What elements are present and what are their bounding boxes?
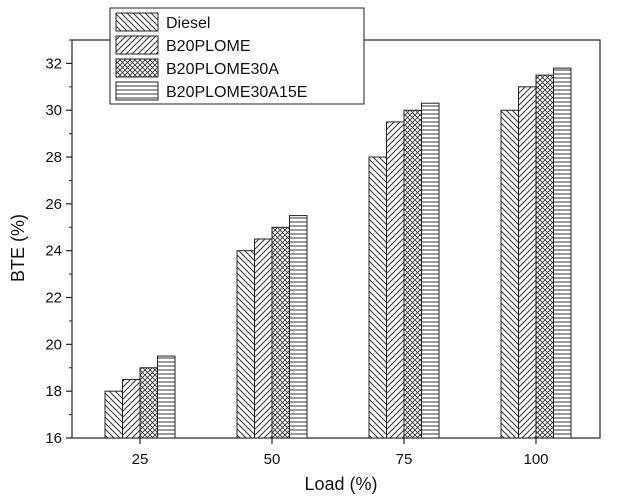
bar-b20plome30a15e-100	[553, 67, 572, 439]
bar-b20plome30a-75	[403, 109, 422, 439]
legend-label-b20plome30a: B20PLOME30A	[166, 61, 279, 78]
legend-swatch-b20plome30a15e	[115, 81, 159, 101]
y-tick-label: 22	[45, 290, 62, 307]
y-tick-label: 24	[45, 243, 62, 260]
bar-diesel-75	[368, 156, 387, 439]
y-tick-label: 30	[45, 102, 62, 119]
x-tick-label: 75	[396, 451, 413, 468]
axes-group: 16 18 20 22 24 26 28 30 32 25 50 75 100	[45, 39, 549, 468]
bar-diesel-25	[104, 390, 123, 439]
legend-swatch-diesel	[115, 12, 159, 32]
legend-swatch-b20plome	[115, 35, 159, 55]
bar-b20plome-25	[122, 378, 141, 439]
y-tick-label: 18	[45, 383, 62, 400]
x-axis-label: Load (%)	[304, 474, 377, 494]
x-tick-label: 25	[132, 451, 149, 468]
bar-diesel-50	[236, 250, 255, 439]
bar-b20plome-100	[518, 86, 537, 439]
bar-b20plome30a-100	[535, 74, 554, 439]
y-tick-label: 28	[45, 149, 62, 166]
legend-label-b20plome: B20PLOME	[166, 38, 250, 55]
y-tick-label: 32	[45, 55, 62, 72]
y-tick-label: 20	[45, 336, 62, 353]
legend-label-diesel: Diesel	[166, 15, 210, 32]
bar-b20plome-75	[386, 121, 405, 439]
bar-diesel-100	[500, 109, 519, 439]
bar-b20plome-50	[254, 238, 273, 439]
bar-b20plome30a15e-25	[157, 355, 176, 439]
bar-b20plome30a-50	[271, 226, 290, 439]
bars-group	[104, 67, 572, 439]
legend: Diesel B20PLOME B20PLOME30A B20PLOME30A15E	[109, 7, 365, 105]
y-axis-label: BTE (%)	[8, 214, 28, 282]
x-tick-label: 100	[523, 451, 548, 468]
y-tick-label: 16	[45, 430, 62, 447]
bar-b20plome30a-25	[139, 367, 158, 439]
bar-b20plome30a15e-75	[421, 102, 440, 439]
legend-label-b20plome30a15e: B20PLOME30A15E	[166, 84, 307, 101]
legend-swatch-b20plome30a	[115, 58, 159, 78]
x-tick-label: 50	[264, 451, 281, 468]
y-tick-label: 26	[45, 196, 62, 213]
bar-b20plome30a15e-50	[289, 215, 308, 439]
